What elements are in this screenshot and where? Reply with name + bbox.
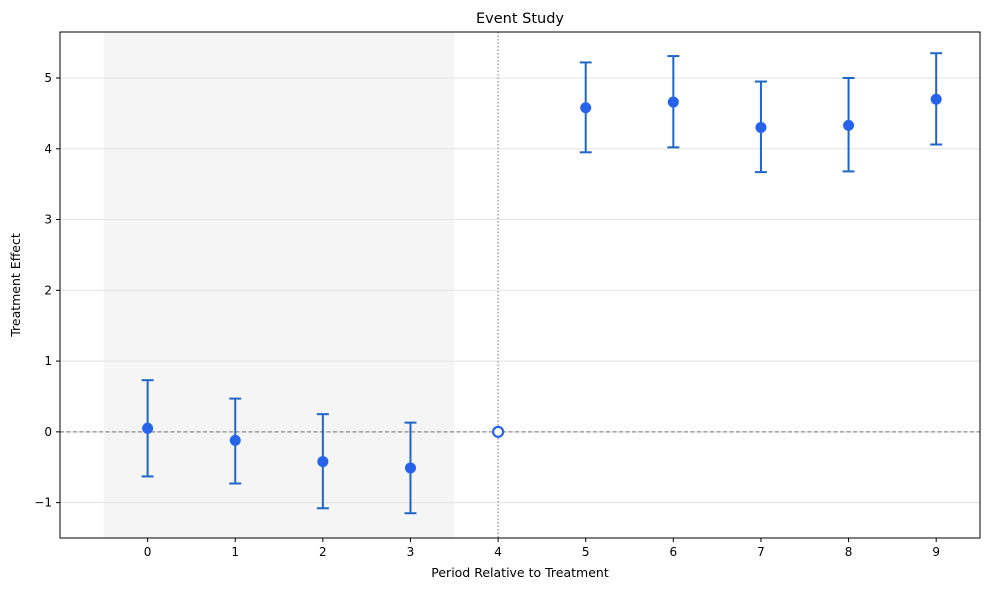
y-tick-label: −1 <box>34 496 52 510</box>
data-marks <box>141 52 943 515</box>
estimate-point <box>142 422 154 434</box>
plot-border <box>59 31 981 539</box>
estimate-point <box>930 93 942 105</box>
plot-frame <box>59 31 981 539</box>
x-tick-label: 1 <box>231 545 239 559</box>
reference-lines <box>60 32 980 538</box>
y-tick-label: 1 <box>44 354 52 368</box>
x-axis-label: Period Relative to Treatment <box>431 565 609 580</box>
chart-title: Event Study <box>476 11 564 27</box>
y-tick-label: 4 <box>44 142 52 156</box>
x-tick-label: 6 <box>670 545 678 559</box>
x-axis-ticks: 0 1 2 3 4 5 6 7 8 9 <box>144 538 940 559</box>
y-axis-ticks: −1 0 1 2 3 4 5 <box>34 71 60 510</box>
estimate-point <box>229 434 241 446</box>
reference-period-point <box>491 425 505 438</box>
x-tick-label: 5 <box>582 545 590 559</box>
x-tick-label: 2 <box>319 545 327 559</box>
x-tick-label: 0 <box>144 545 152 559</box>
estimate-point <box>317 456 329 468</box>
estimate-point <box>404 462 416 474</box>
x-tick-label: 8 <box>845 545 853 559</box>
estimate-point <box>843 119 855 131</box>
x-tick-label: 9 <box>932 545 940 559</box>
estimate-point <box>580 102 592 114</box>
y-tick-label: 5 <box>44 71 52 85</box>
x-tick-label: 4 <box>494 545 502 559</box>
pre-period-shading <box>103 32 455 538</box>
y-tick-label: 2 <box>44 283 52 297</box>
estimate-point <box>667 96 679 108</box>
estimate-point <box>755 122 767 134</box>
plot-background <box>103 32 455 538</box>
y-tick-label: 3 <box>44 213 52 227</box>
x-tick-label: 3 <box>407 545 415 559</box>
y-axis-label: Treatment Effect <box>8 233 23 338</box>
y-tick-label: 0 <box>44 425 52 439</box>
x-tick-label: 7 <box>757 545 765 559</box>
